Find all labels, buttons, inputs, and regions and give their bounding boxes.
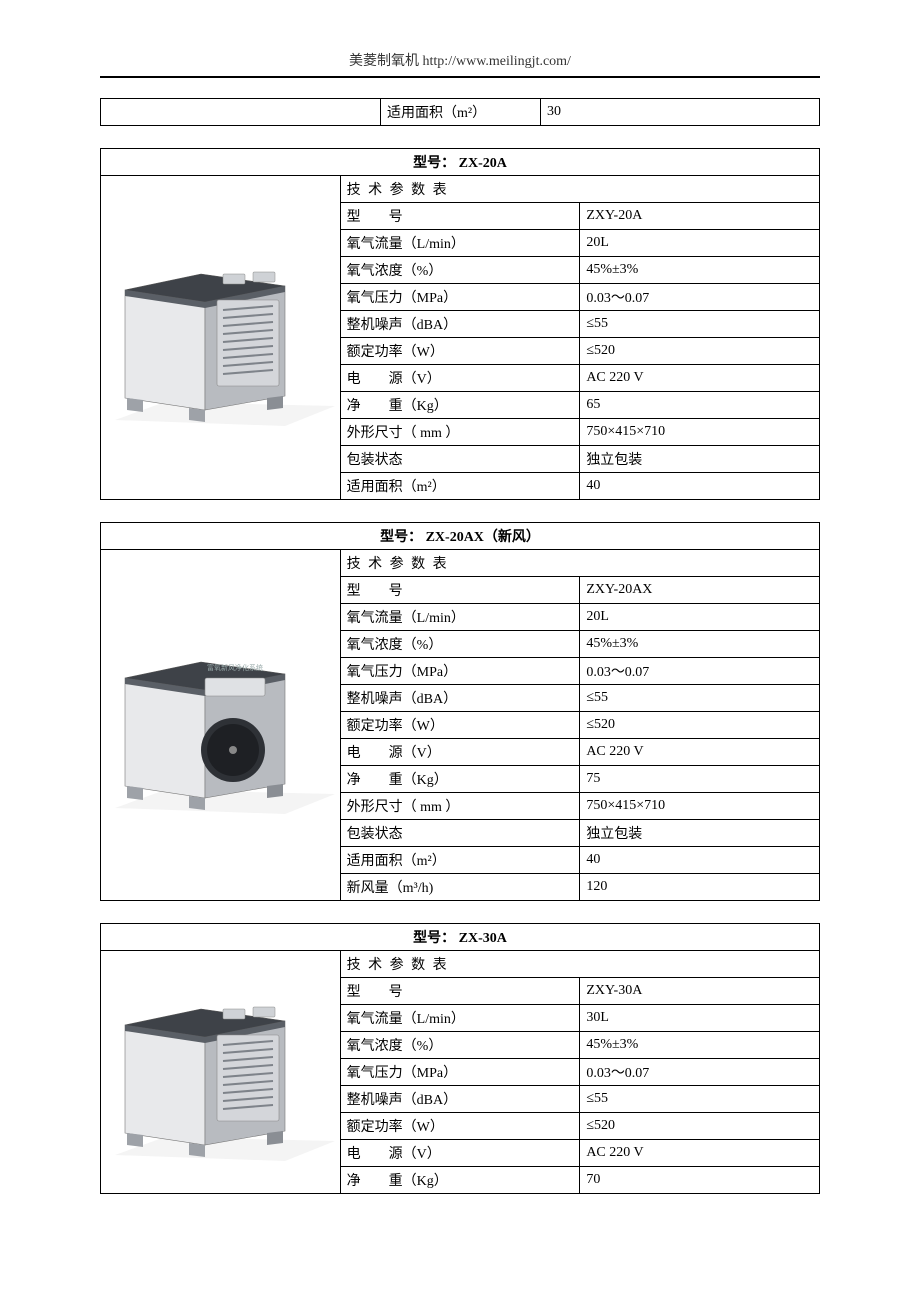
spec-value: ≤55 — [580, 685, 820, 712]
product-illustration: 富氧新风净化系统 — [105, 618, 345, 833]
spec-value: 30L — [580, 1005, 820, 1032]
spec-value: 120 — [580, 874, 820, 901]
product-block: 型号： ZX-20AX（新风） 富氧新风净化系统 技 术 参 数 表型 号ZXY… — [100, 522, 820, 901]
spec-label: 电 源（V） — [340, 1140, 580, 1167]
spec-value: 45%±3% — [580, 257, 820, 284]
spec-label: 氧气压力（MPa） — [340, 658, 580, 685]
spec-label: 型 号 — [340, 203, 580, 230]
spec-label: 新风量（m³/h) — [340, 874, 580, 901]
spec-label: 外形尺寸（ mm ） — [340, 419, 580, 446]
spec-value: ≤520 — [580, 338, 820, 365]
table-row: 富氧新风净化系统 技 术 参 数 表 — [101, 550, 820, 577]
spec-value: 独立包装 — [580, 820, 820, 847]
spec-table: 型号： ZX-30A 技 术 参 数 表型 号ZXY-30A氧气流量（L/min… — [100, 923, 820, 1194]
spec-value: 40 — [580, 847, 820, 874]
spec-label: 包装状态 — [340, 446, 580, 473]
spec-value: 45%±3% — [580, 631, 820, 658]
fragment-table: 适用面积（m²） 30 — [100, 98, 820, 126]
fragment-block: 适用面积（m²） 30 — [100, 98, 820, 126]
document-page: 美菱制氧机 http://www.meilingjt.com/ 适用面积（m²）… — [0, 0, 920, 1256]
spec-label: 氧气浓度（%） — [340, 1032, 580, 1059]
spec-table: 型号： ZX-20A 技 术 参 数 表型 号ZXY-20A氧气流量（L/min… — [100, 148, 820, 500]
spec-label: 电 源（V） — [340, 739, 580, 766]
spec-value: ≤520 — [580, 712, 820, 739]
spec-label: 型 号 — [340, 577, 580, 604]
spec-label: 额定功率（W） — [340, 338, 580, 365]
spec-value: 65 — [580, 392, 820, 419]
param-table-header: 技 术 参 数 表 — [340, 176, 819, 203]
spec-value: ≤55 — [580, 1086, 820, 1113]
spec-value: 75 — [580, 766, 820, 793]
model-header: 型号： ZX-20A — [101, 149, 820, 176]
table-row: 型号： ZX-20A — [101, 149, 820, 176]
spec-label: 净 重（Kg） — [340, 392, 580, 419]
spec-value: 0.03～0.07 — [580, 284, 820, 311]
spec-value: AC 220 V — [580, 365, 820, 392]
spec-value: 40 — [580, 473, 820, 500]
spec-value: 750×415×710 — [580, 793, 820, 820]
product-image-cell: 富氧新风净化系统 — [101, 550, 341, 901]
spec-value: 45%±3% — [580, 1032, 820, 1059]
spec-value: ZXY-30A — [580, 978, 820, 1005]
model-header: 型号： ZX-20AX（新风） — [101, 523, 820, 550]
page-header: 美菱制氧机 http://www.meilingjt.com/ — [100, 50, 820, 74]
spec-label: 额定功率（W） — [340, 712, 580, 739]
spec-label: 氧气浓度（%） — [340, 257, 580, 284]
spec-value: ≤55 — [580, 311, 820, 338]
spec-value: 70 — [580, 1167, 820, 1194]
svg-text:富氧新风净化系统: 富氧新风净化系统 — [207, 663, 263, 672]
table-row: 型号： ZX-20AX（新风） — [101, 523, 820, 550]
product-block: 型号： ZX-30A 技 术 参 数 表型 号ZXY-30A氧气流量（L/min… — [100, 923, 820, 1194]
product-block: 型号： ZX-20A 技 术 参 数 表型 号ZXY-20A氧气流量（L/min… — [100, 148, 820, 500]
spec-label: 氧气流量（L/min） — [340, 230, 580, 257]
spec-table: 型号： ZX-20AX（新风） 富氧新风净化系统 技 术 参 数 表型 号ZXY… — [100, 522, 820, 901]
spec-value: AC 220 V — [580, 739, 820, 766]
table-row: 技 术 参 数 表 — [101, 176, 820, 203]
spec-label: 外形尺寸（ mm ） — [340, 793, 580, 820]
spec-label: 电 源（V） — [340, 365, 580, 392]
spec-label: 适用面积（m²） — [340, 473, 580, 500]
model-header: 型号： ZX-30A — [101, 924, 820, 951]
param-table-header: 技 术 参 数 表 — [340, 550, 819, 577]
spec-label: 整机噪声（dBA） — [340, 1086, 580, 1113]
param-table-header: 技 术 参 数 表 — [340, 951, 819, 978]
table-row: 型号： ZX-30A — [101, 924, 820, 951]
product-illustration — [105, 230, 345, 445]
header-rule — [100, 76, 820, 78]
spec-label: 适用面积（m²） — [381, 99, 541, 126]
spec-value: 0.03～0.07 — [580, 658, 820, 685]
spec-value: 30 — [541, 99, 820, 126]
spec-value: 20L — [580, 604, 820, 631]
product-image-cell — [101, 951, 341, 1194]
spec-value: ≤520 — [580, 1113, 820, 1140]
product-illustration — [105, 965, 345, 1180]
spec-label: 氧气浓度（%） — [340, 631, 580, 658]
spec-label: 整机噪声（dBA） — [340, 311, 580, 338]
spec-label: 氧气压力（MPa） — [340, 1059, 580, 1086]
page-header-text: 美菱制氧机 http://www.meilingjt.com/ — [349, 54, 571, 69]
table-row: 适用面积（m²） 30 — [101, 99, 820, 126]
spec-value: 750×415×710 — [580, 419, 820, 446]
spec-label: 型 号 — [340, 978, 580, 1005]
spec-label: 整机噪声（dBA） — [340, 685, 580, 712]
spec-label: 氧气流量（L/min） — [340, 1005, 580, 1032]
spec-value: ZXY-20A — [580, 203, 820, 230]
spec-label: 额定功率（W） — [340, 1113, 580, 1140]
spec-label: 氧气压力（MPa） — [340, 284, 580, 311]
spec-value: ZXY-20AX — [580, 577, 820, 604]
spec-value: AC 220 V — [580, 1140, 820, 1167]
spec-label: 包装状态 — [340, 820, 580, 847]
spec-label: 适用面积（m²） — [340, 847, 580, 874]
product-image-cell — [101, 176, 341, 500]
fragment-empty-cell — [101, 99, 381, 126]
spec-label: 净 重（Kg） — [340, 766, 580, 793]
spec-value: 20L — [580, 230, 820, 257]
spec-label: 氧气流量（L/min） — [340, 604, 580, 631]
spec-value: 独立包装 — [580, 446, 820, 473]
table-row: 技 术 参 数 表 — [101, 951, 820, 978]
spec-label: 净 重（Kg） — [340, 1167, 580, 1194]
spec-value: 0.03～0.07 — [580, 1059, 820, 1086]
